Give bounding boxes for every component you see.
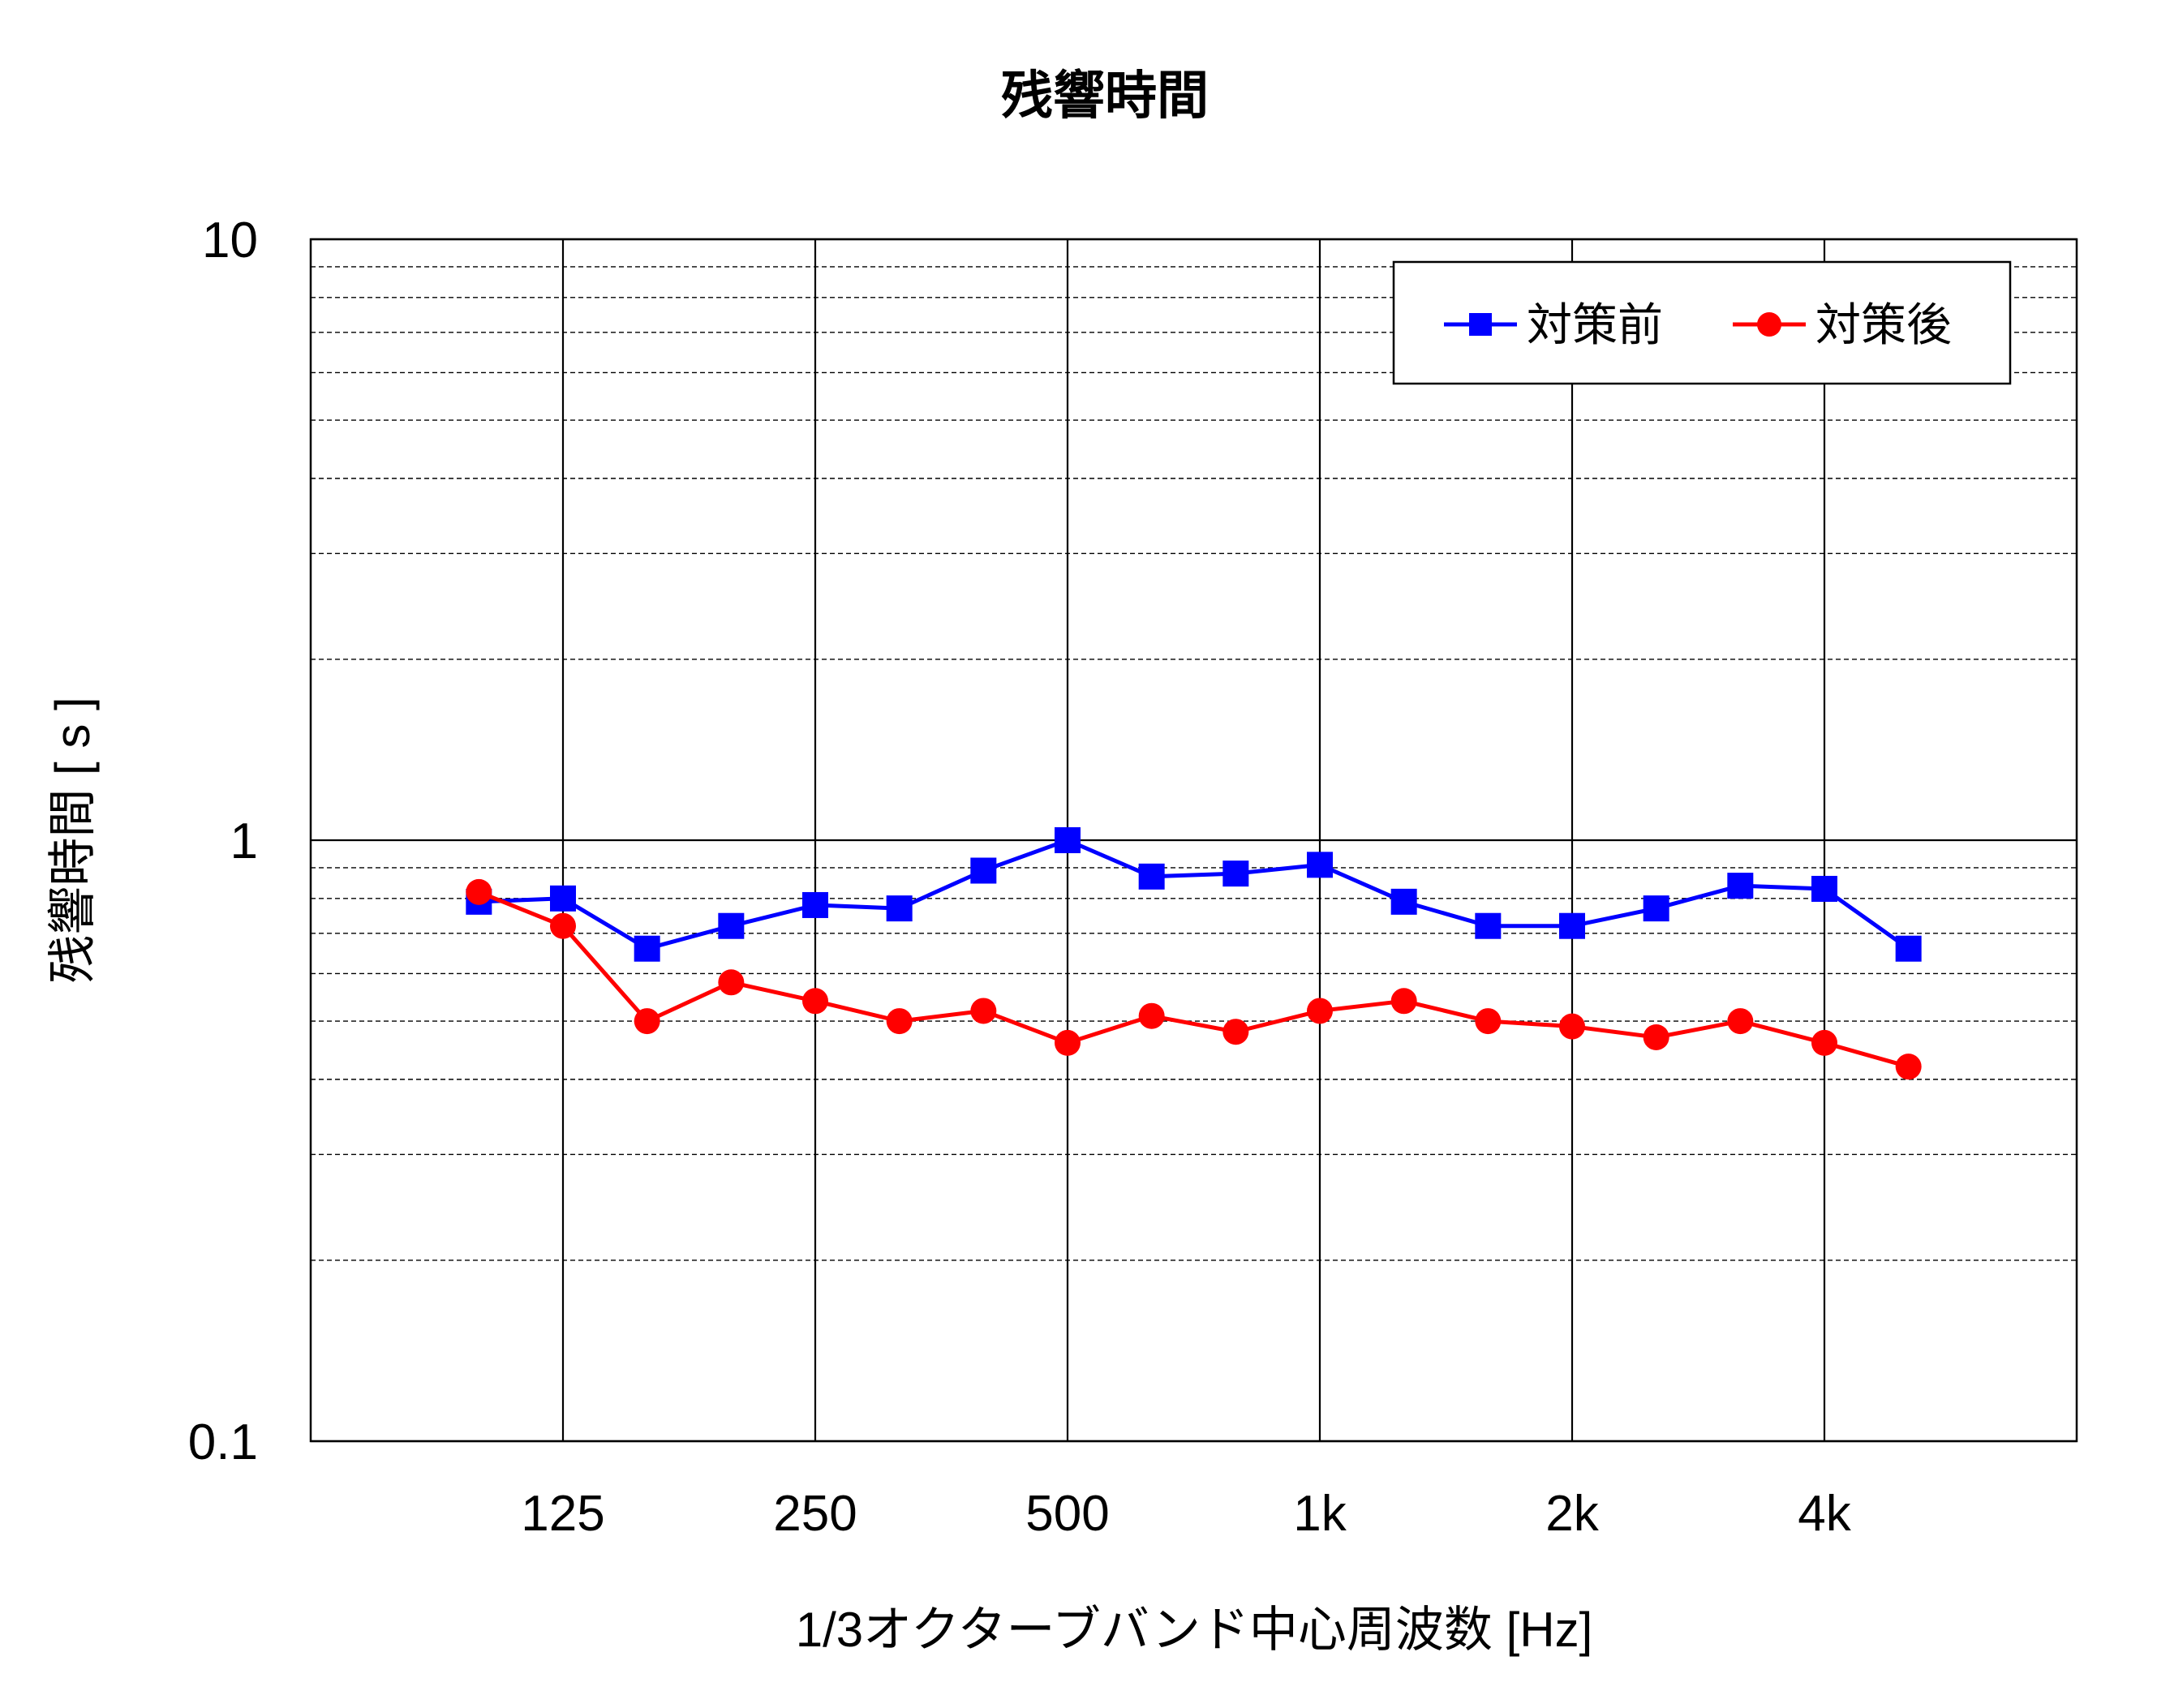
x-tick-label: 250 [773, 1486, 857, 1542]
series-after [466, 878, 1922, 1080]
data-point [1811, 875, 1837, 902]
data-point [970, 998, 997, 1024]
x-tick-label: 500 [1025, 1486, 1109, 1542]
series-line [478, 890, 1910, 1069]
data-point [1895, 1054, 1922, 1080]
series-before [466, 827, 1922, 962]
plot-area [309, 238, 2078, 1443]
legend-marker-after [1757, 312, 1781, 337]
data-point [1138, 1002, 1165, 1029]
x-axis-label: 1/3オクターブバンド中心周波数 [Hz] [796, 1603, 1593, 1657]
data-point [1390, 888, 1417, 915]
y-axis-label: 残響時間 [ s ] [45, 697, 100, 983]
data-point [550, 885, 576, 912]
chart-title: 残響時間 [1001, 67, 1209, 125]
data-point [1055, 1029, 1081, 1056]
series-layer [466, 827, 1922, 1080]
x-tick-label: 4k [1798, 1486, 1851, 1542]
data-point [1643, 895, 1669, 922]
x-tick-label: 125 [521, 1486, 604, 1542]
data-point [718, 969, 745, 996]
data-point [886, 895, 913, 922]
data-point [1055, 827, 1081, 853]
series-line [479, 838, 1910, 951]
x-tick-label: 1k [1293, 1486, 1347, 1542]
data-point [634, 935, 660, 962]
data-point [1727, 873, 1754, 899]
data-point [802, 988, 828, 1015]
x-tick-label: 2k [1545, 1486, 1599, 1542]
data-point [1643, 1024, 1669, 1050]
legend: 対策前 対策後 [1392, 260, 2012, 385]
data-point [550, 912, 576, 939]
x-tick-labels: 125 250 500 1k 2k 4k [521, 1486, 1851, 1542]
y-tick-labels: 10 1 0.1 [188, 212, 258, 1470]
data-point [886, 1008, 913, 1035]
data-point [1138, 863, 1165, 890]
data-point [1559, 1013, 1585, 1040]
data-point [466, 878, 492, 905]
y-tick-label: 1 [230, 813, 258, 869]
data-point [970, 857, 997, 884]
data-point [1727, 1008, 1754, 1035]
legend-marker-before [1469, 313, 1492, 336]
data-point [1811, 1029, 1837, 1056]
data-point [1390, 988, 1417, 1015]
data-point [1475, 1008, 1502, 1035]
y-tick-label: 10 [202, 212, 258, 268]
data-point [718, 912, 745, 939]
y-tick-label: 0.1 [188, 1414, 258, 1470]
data-point [1895, 935, 1922, 962]
data-point [802, 891, 828, 918]
data-point [1222, 1019, 1249, 1045]
legend-label-after: 対策後 [1815, 299, 1952, 350]
legend-label-before: 対策前 [1527, 299, 1663, 350]
data-point [1307, 852, 1333, 878]
grid [311, 238, 2077, 1443]
data-point [1222, 860, 1249, 887]
data-point [1559, 912, 1585, 939]
data-point [1475, 912, 1502, 939]
data-point [1307, 998, 1333, 1024]
data-point [634, 1008, 660, 1035]
